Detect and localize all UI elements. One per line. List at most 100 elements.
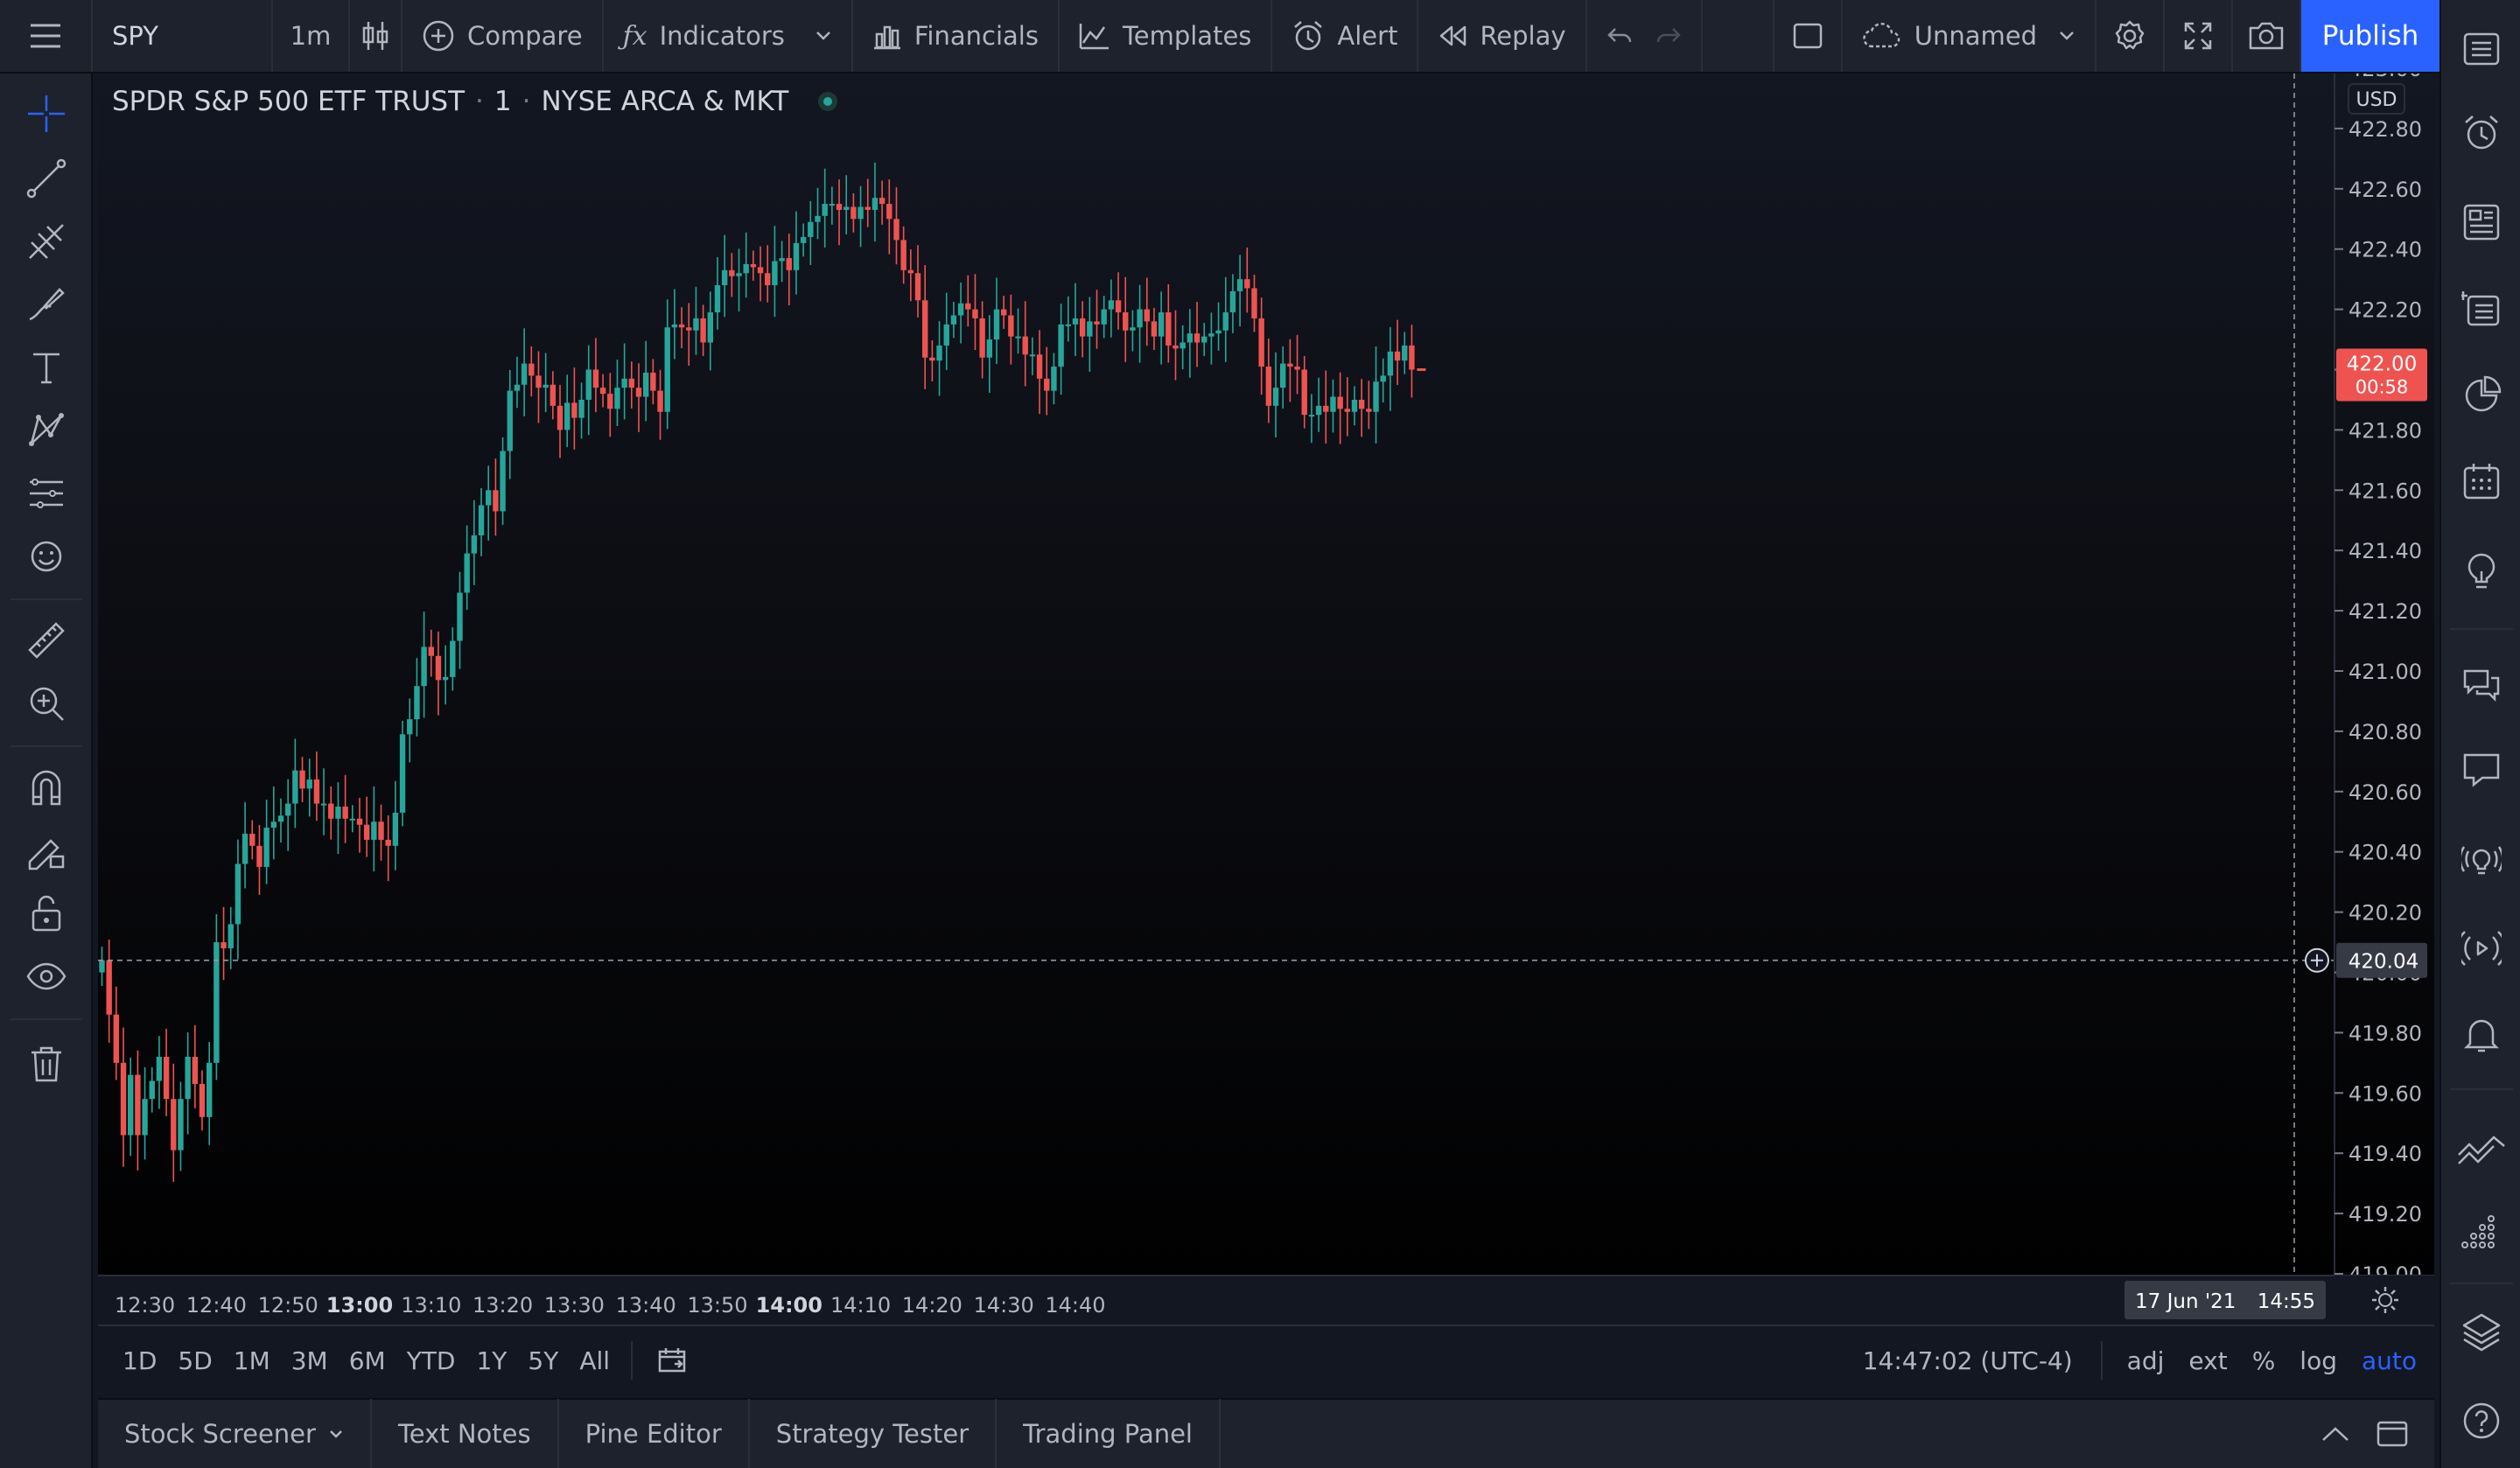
crosshair-time-marker xyxy=(2124,1281,2326,1319)
replay-button[interactable]: Replay xyxy=(1418,0,1587,72)
chevron-down-icon[interactable] xyxy=(328,1429,344,1439)
candle xyxy=(306,758,312,817)
range-button-1d[interactable]: 1D xyxy=(122,1346,158,1375)
fullscreen-button[interactable] xyxy=(2165,0,2233,72)
streams-button[interactable] xyxy=(2457,836,2506,885)
ideas-button[interactable] xyxy=(2457,548,2506,597)
chart-type-button[interactable] xyxy=(350,0,402,72)
watchlist-button[interactable] xyxy=(2457,24,2506,73)
notifications-button[interactable] xyxy=(2457,1010,2506,1059)
measure-tool[interactable] xyxy=(24,618,69,663)
range-button-3m[interactable]: 3M xyxy=(290,1346,328,1375)
range-button-1m[interactable]: 1M xyxy=(233,1346,270,1375)
trading-button[interactable] xyxy=(2457,1123,2506,1172)
scale-settings-icon[interactable] xyxy=(2372,1287,2398,1313)
candle-body xyxy=(1236,279,1243,291)
help-button[interactable] xyxy=(2457,1396,2506,1445)
chevron-down-icon[interactable] xyxy=(815,30,832,42)
maximize-panel-icon[interactable] xyxy=(2376,1421,2408,1447)
public-chat-button[interactable] xyxy=(2457,745,2506,794)
snapshot-button[interactable] xyxy=(2233,0,2301,72)
candle-body xyxy=(914,273,921,301)
webinars-button[interactable] xyxy=(2457,924,2506,973)
range-button-ytd[interactable]: YTD xyxy=(406,1346,456,1375)
range-button-5y[interactable]: 5Y xyxy=(528,1346,559,1375)
brush-tool[interactable] xyxy=(24,282,69,327)
settings-button[interactable] xyxy=(2096,0,2165,72)
calendar-history-button[interactable] xyxy=(2457,371,2506,420)
candle-body xyxy=(156,1056,163,1081)
candle-body xyxy=(435,655,442,681)
chevron-up-icon[interactable] xyxy=(2320,1425,2350,1443)
hide-drawings-tool[interactable] xyxy=(24,954,69,999)
range-button-5d[interactable]: 5D xyxy=(178,1346,213,1375)
chats-button[interactable] xyxy=(2457,661,2506,710)
trend-line-tool[interactable] xyxy=(24,156,69,201)
candle xyxy=(378,804,384,861)
range-button-1y[interactable]: 1Y xyxy=(476,1346,508,1375)
alert-button[interactable]: Alert xyxy=(1272,0,1419,72)
chevron-down-icon[interactable] xyxy=(2058,30,2076,42)
tab-pine-editor[interactable]: Pine Editor xyxy=(559,1399,750,1468)
icons-tool[interactable] xyxy=(24,534,69,579)
auto-toggle[interactable]: auto xyxy=(2361,1346,2417,1375)
hotlist-button[interactable] xyxy=(2457,285,2506,334)
log-toggle[interactable]: log xyxy=(2300,1346,2337,1375)
economic-calendar-button[interactable] xyxy=(2457,457,2506,506)
candle xyxy=(1215,302,1222,351)
clock-label[interactable]: 14:47:02 (UTC-4) xyxy=(1862,1346,2073,1375)
range-button-6m[interactable]: 6M xyxy=(348,1346,386,1375)
candle xyxy=(399,720,406,827)
candle-body xyxy=(635,388,642,397)
ext-toggle[interactable]: ext xyxy=(2188,1346,2228,1375)
layout-select-button[interactable] xyxy=(1774,0,1843,72)
add-alert-plus-icon[interactable] xyxy=(2305,947,2329,973)
undo-icon[interactable] xyxy=(1606,25,1633,46)
adj-toggle[interactable]: adj xyxy=(2126,1346,2165,1375)
indicators-button[interactable]: ƒx Indicators xyxy=(604,0,853,72)
save-layout-button[interactable]: Unnamed xyxy=(1843,0,2096,72)
pattern-tool[interactable] xyxy=(24,408,69,453)
candle xyxy=(878,180,886,225)
compare-button[interactable]: Compare xyxy=(402,0,604,72)
redo-icon[interactable] xyxy=(1656,25,1682,46)
publish-button[interactable]: Publish xyxy=(2301,0,2440,72)
symbol-search-button[interactable]: SPY xyxy=(93,0,273,72)
tab-strategy-tester[interactable]: Strategy Tester xyxy=(750,1399,998,1468)
range-button-all[interactable]: All xyxy=(579,1346,611,1375)
goto-date-button[interactable] xyxy=(645,1346,699,1374)
candle-body xyxy=(1101,309,1107,325)
templates-button[interactable]: Templates xyxy=(1060,0,1273,72)
stay-in-drawing-tool[interactable] xyxy=(24,828,69,873)
candle xyxy=(585,345,592,436)
tab-trading-panel[interactable]: Trading Panel xyxy=(997,1399,1221,1468)
object-tree-button[interactable] xyxy=(2457,1307,2506,1356)
alerts-sidebar-button[interactable] xyxy=(2457,108,2506,157)
interval-button[interactable]: 1m xyxy=(273,0,350,72)
fib-tool[interactable] xyxy=(24,219,69,264)
data-window-button[interactable] xyxy=(2457,198,2506,247)
dom-button[interactable] xyxy=(2457,1207,2506,1256)
chart-canvas[interactable]: 423.00 422.80 422.60 422.40 422.20 422.00 421.… xyxy=(98,73,2434,1325)
remove-drawings-tool[interactable] xyxy=(24,1041,69,1087)
crosshair-tool[interactable] xyxy=(24,91,69,136)
prediction-tool[interactable] xyxy=(24,471,69,516)
candle xyxy=(707,291,713,371)
candle-body xyxy=(1144,309,1150,322)
currency-badge[interactable]: USD xyxy=(2348,83,2405,115)
legend-title: SPDR S&P 500 ETF TRUST xyxy=(112,86,466,117)
candle-body xyxy=(1258,318,1264,367)
time-scale[interactable] xyxy=(98,1276,2334,1325)
lock-drawings-tool[interactable] xyxy=(24,891,69,936)
candle-body xyxy=(578,399,584,418)
financials-button[interactable]: Financials xyxy=(853,0,1060,72)
tab-stock-screener[interactable]: Stock Screener xyxy=(98,1399,372,1468)
percent-toggle[interactable]: % xyxy=(2251,1346,2276,1375)
magnet-tool[interactable] xyxy=(24,765,69,810)
zoom-tool[interactable] xyxy=(24,681,69,726)
text-tool[interactable] xyxy=(24,345,69,390)
crosshair-price-marker xyxy=(2336,942,2427,978)
chart-pane[interactable]: 423.00 422.80 422.60 422.40 422.20 422.00 421.… xyxy=(98,73,2434,1325)
main-menu-button[interactable] xyxy=(0,0,93,72)
tab-text-notes[interactable]: Text Notes xyxy=(372,1399,559,1468)
